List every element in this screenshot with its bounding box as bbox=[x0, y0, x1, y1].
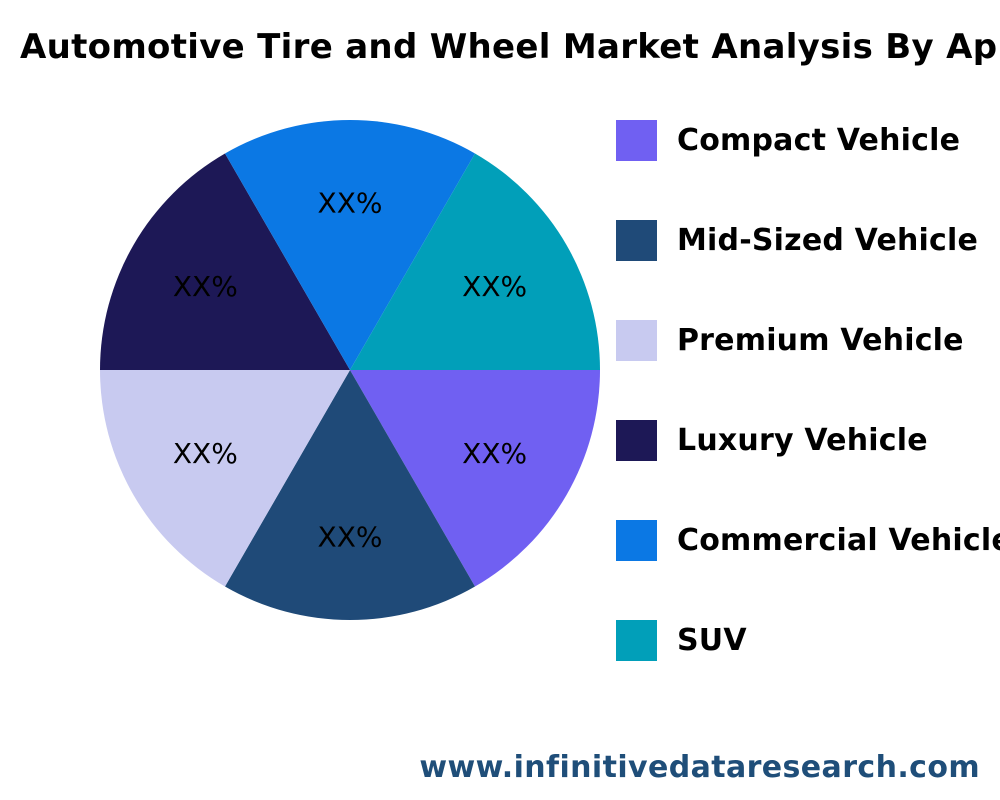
legend-swatch bbox=[616, 619, 657, 661]
legend-item-compact-vehicle[interactable]: Compact Vehicle bbox=[616, 120, 1000, 161]
pie-slice-luxury-vehicle[interactable] bbox=[100, 153, 350, 370]
pie-slice-compact-vehicle[interactable] bbox=[350, 370, 600, 587]
legend-label: Commercial Vehicle bbox=[677, 522, 1000, 558]
pie-slice-commercial-vehicle[interactable] bbox=[225, 119, 475, 370]
legend-swatch bbox=[616, 219, 657, 261]
chart-title: Automotive Tire and Wheel Market Analysi… bbox=[20, 27, 1000, 67]
legend-item-luxury-vehicle[interactable]: Luxury Vehicle bbox=[616, 419, 1000, 461]
pie-slice-value-label: XX% bbox=[318, 521, 383, 554]
pie-slice-suv[interactable] bbox=[350, 153, 600, 370]
legend-label: Premium Vehicle bbox=[677, 322, 964, 358]
pie-slice-value-label: XX% bbox=[462, 437, 527, 470]
pie-chart: XX% XX% XX% XX% XX% XX% bbox=[100, 119, 600, 620]
legend-item-mid-sized-vehicle[interactable]: Mid-Sized Vehicle bbox=[616, 219, 1000, 261]
legend-item-commercial-vehicle[interactable]: Commercial Vehicle bbox=[616, 519, 1000, 561]
pie-slice-value-label: XX% bbox=[462, 270, 527, 303]
legend-swatch bbox=[616, 419, 657, 461]
legend: Compact Vehicle Mid-Sized Vehicle Premiu… bbox=[616, 120, 1000, 720]
legend-label: Compact Vehicle bbox=[677, 122, 961, 158]
pie-slice-value-label: XX% bbox=[173, 437, 238, 470]
legend-swatch bbox=[616, 519, 657, 561]
pie-slice-mid-sized-vehicle[interactable] bbox=[225, 370, 475, 620]
pie-slice-premium-vehicle[interactable] bbox=[100, 370, 350, 587]
legend-item-premium-vehicle[interactable]: Premium Vehicle bbox=[616, 319, 1000, 361]
legend-item-suv[interactable]: SUV bbox=[616, 619, 1000, 661]
legend-label: Mid-Sized Vehicle bbox=[677, 222, 979, 258]
legend-label: Luxury Vehicle bbox=[677, 422, 928, 458]
footer-website[interactable]: www.infinitivedataresearch.com bbox=[419, 750, 980, 785]
pie-slice-value-label: XX% bbox=[318, 187, 383, 220]
legend-swatch bbox=[616, 319, 657, 361]
pie-slice-value-label: XX% bbox=[173, 270, 238, 303]
legend-label: SUV bbox=[677, 622, 747, 658]
legend-swatch bbox=[616, 120, 657, 161]
